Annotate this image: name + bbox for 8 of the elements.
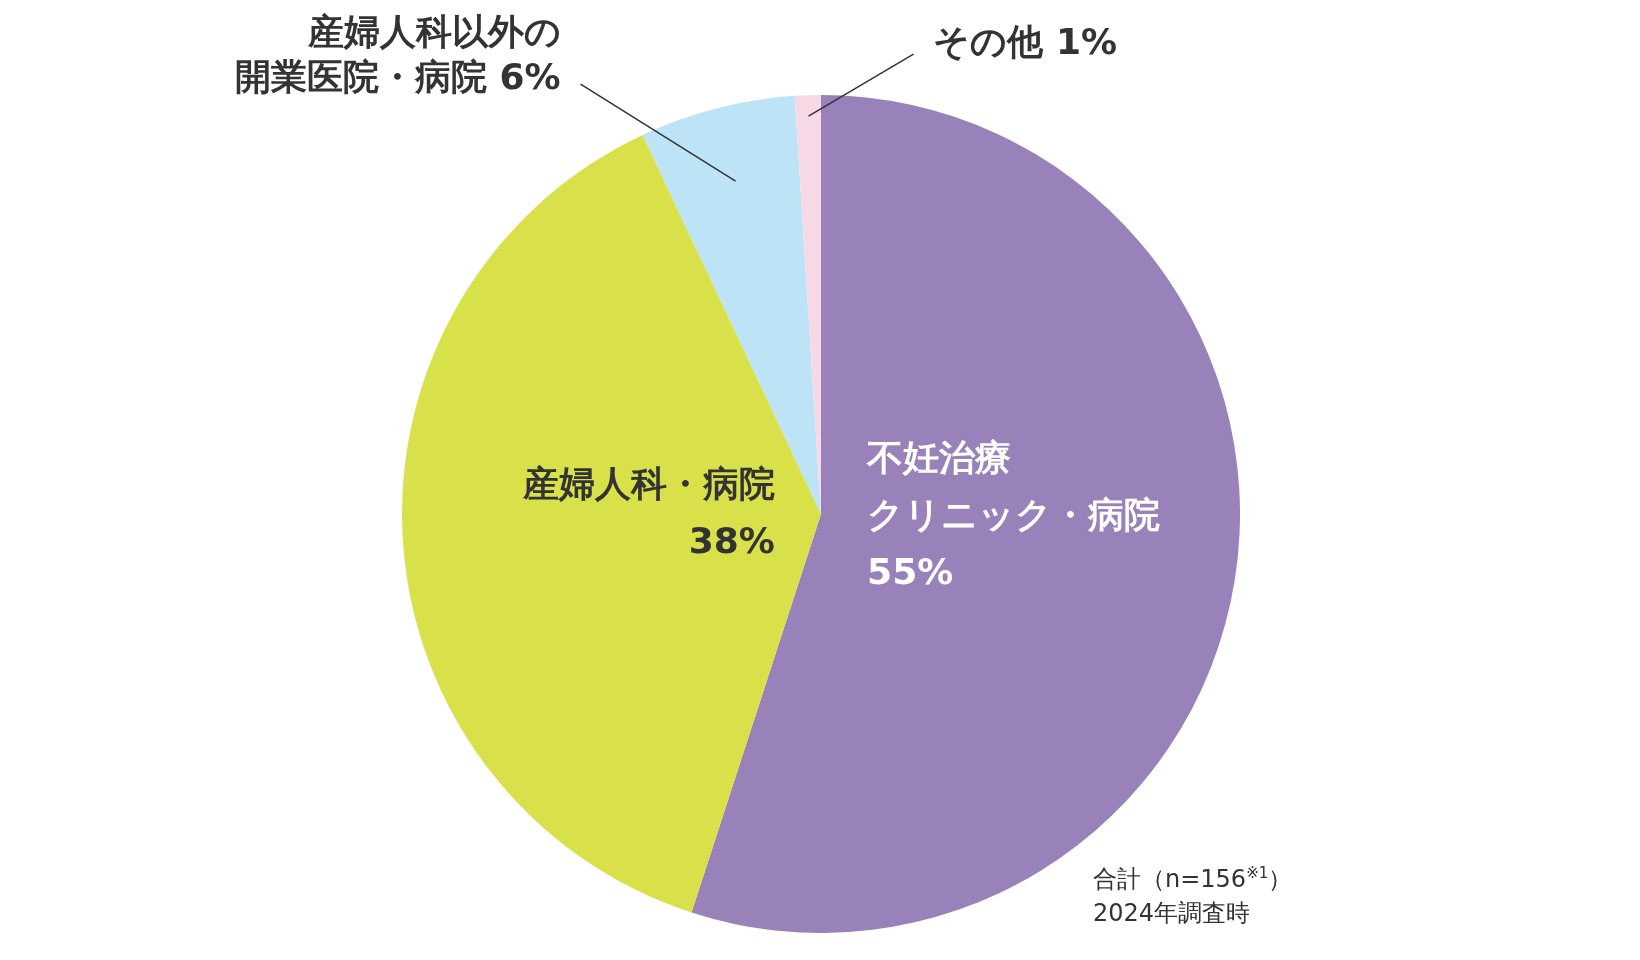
slice-label: その他 1% bbox=[933, 20, 1118, 62]
text: 合計（n=156$^{※1}$） bbox=[1093, 863, 1293, 895]
data-label: 38% bbox=[688, 520, 775, 562]
slice-label: 不妊治療クリニック・病院 bbox=[866, 436, 1161, 535]
slice-label: 産婦人科以外の開業医院・病院 6% bbox=[234, 10, 561, 97]
data-label: 55% bbox=[867, 550, 954, 592]
slice-label: 産婦人科・病院 bbox=[521, 463, 775, 505]
text: 2024年調査時 bbox=[1093, 898, 1252, 929]
